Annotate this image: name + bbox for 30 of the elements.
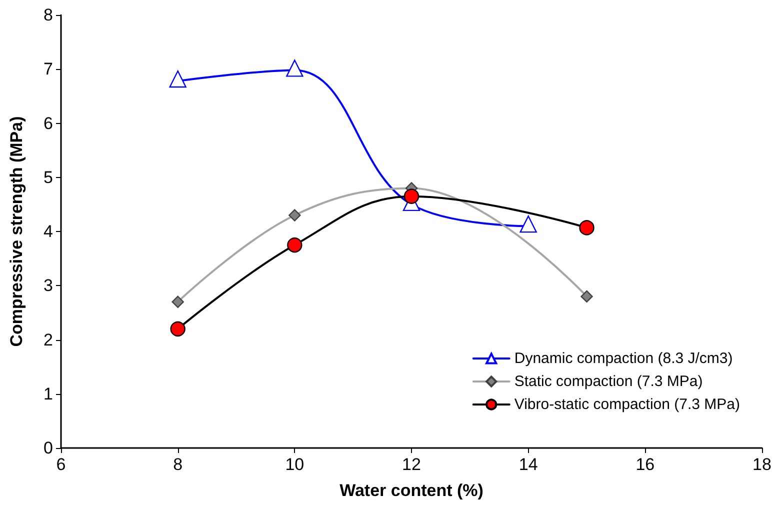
y-tick-label: 1: [44, 384, 53, 404]
x-tick-label: 12: [402, 455, 421, 474]
legend-label: Static compaction (7.3 MPa): [514, 373, 703, 390]
point: [169, 70, 186, 88]
x-tick-label: 16: [636, 455, 655, 474]
legend-label: Dynamic compaction (8.3 J/cm3): [514, 350, 733, 367]
y-tick-label: 3: [44, 276, 53, 296]
y-tick-label: 7: [44, 60, 53, 79]
y-tick-label: 6: [44, 114, 53, 133]
x-tick-label: 10: [285, 455, 304, 474]
point: [287, 237, 302, 253]
y-tick-label: 8: [44, 6, 53, 24]
point: [580, 290, 593, 303]
point: [288, 209, 301, 222]
x-tick-label: 8: [173, 455, 183, 474]
y-tick-label: 5: [44, 168, 53, 187]
point: [404, 188, 420, 204]
point: [172, 296, 184, 308]
legend-label: Vibro-static compaction (7.3 MPa): [514, 396, 740, 413]
y-tick-label: 0: [44, 438, 53, 458]
y-axis-title: Compressive strength (MPa): [7, 116, 26, 347]
point: [170, 321, 186, 337]
y-tick-label: 2: [44, 330, 53, 350]
point: [579, 220, 594, 236]
x-tick-label: 18: [752, 455, 772, 474]
x-tick-label: 14: [518, 455, 538, 474]
y-tick-label: 4: [44, 222, 53, 241]
point: [286, 60, 304, 77]
x-axis-title: Water content (%): [340, 481, 484, 500]
x-tick-label: 6: [56, 455, 66, 474]
